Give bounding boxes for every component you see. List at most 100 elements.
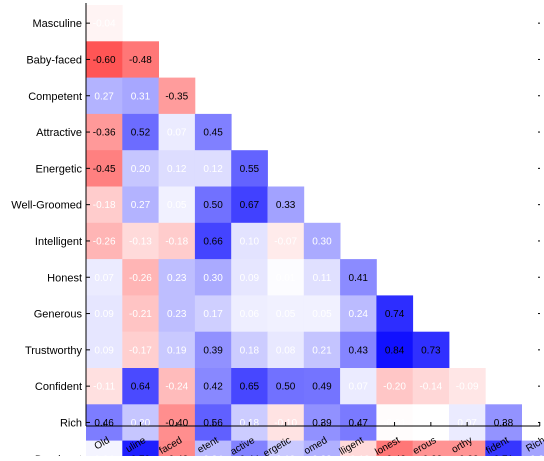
cell-value-label-r8-c2: 0.23 bbox=[167, 309, 187, 320]
cell-value-label-r4-c0: -0.45 bbox=[93, 164, 116, 175]
heatmap-cell-r4-c3 bbox=[194, 150, 232, 187]
cell-value-label-r0-c0: -0.04 bbox=[93, 19, 116, 30]
heatmap-cell-r5-c2 bbox=[158, 186, 196, 224]
heatmap-cell-r8-c3 bbox=[194, 295, 232, 333]
cell-value-label-r5-c5: 0.33 bbox=[276, 200, 296, 211]
cell-value-label-r7-c7: 0.41 bbox=[349, 273, 369, 284]
cell-value-label-r9-c5: 0.08 bbox=[276, 345, 296, 356]
heatmap-cell-r4-c1 bbox=[122, 150, 159, 187]
heatmap-cell-r6-c0 bbox=[86, 222, 123, 260]
heatmap-cell-r4-c2 bbox=[158, 150, 196, 187]
heatmap-cell-r3-c1 bbox=[122, 113, 159, 151]
cell-value-label-r9-c0: 0.09 bbox=[94, 345, 114, 356]
y-tick-label-6: Intelligent bbox=[35, 236, 82, 248]
heatmap-cell-r10-c3 bbox=[194, 368, 232, 405]
cell-value-label-r8-c4: 0.06 bbox=[240, 309, 260, 320]
cell-value-label-r10-c1: 0.64 bbox=[131, 382, 151, 393]
cell-value-label-r10-c4: 0.65 bbox=[240, 382, 260, 393]
heatmap-cell-r5-c5 bbox=[267, 186, 305, 224]
heatmap-cell-r7-c4 bbox=[231, 259, 268, 296]
heatmap-cell-r8-c4 bbox=[231, 295, 268, 333]
heatmap-cell-r3-c0 bbox=[86, 113, 123, 151]
heatmap-cell-r10-c4 bbox=[231, 368, 268, 405]
cell-value-label-r5-c1: 0.27 bbox=[131, 200, 151, 211]
heatmap-cell-r8-c7 bbox=[340, 295, 377, 333]
heatmap-cell-r10-c6 bbox=[303, 368, 341, 405]
cell-value-label-r6-c3: 0.66 bbox=[203, 236, 223, 247]
cell-value-label-r10-c7: 0.07 bbox=[349, 382, 369, 393]
cell-value-label-r10-c0: -0.11 bbox=[93, 382, 115, 393]
y-tick-label-9: Trustworthy bbox=[25, 345, 83, 357]
cell-value-label-r8-c8: 0.74 bbox=[385, 309, 405, 320]
cell-value-label-r6-c1: -0.13 bbox=[129, 236, 152, 247]
cell-value-label-r9-c4: 0.18 bbox=[240, 345, 260, 356]
cell-value-label-r10-c10: -0.09 bbox=[456, 382, 479, 393]
heatmap-cell-r4-c0 bbox=[86, 150, 123, 187]
cell-value-label-r8-c3: 0.17 bbox=[203, 309, 223, 320]
cell-value-label-r3-c2: 0.07 bbox=[167, 128, 187, 139]
cell-value-label-r4-c2: 0.12 bbox=[167, 164, 187, 175]
cell-value-label-r10-c6: 0.49 bbox=[312, 382, 332, 393]
heatmap-cell-r10-c7 bbox=[340, 368, 377, 405]
heatmap-cell-r6-c1 bbox=[122, 222, 159, 260]
heatmap-cell-r9-c0 bbox=[86, 331, 123, 369]
heatmap-cell-r8-c0 bbox=[86, 295, 123, 333]
heatmap-cell-r6-c2 bbox=[158, 222, 196, 260]
cell-value-label-r2-c2: -0.35 bbox=[165, 91, 188, 102]
heatmap-cell-r0-c0 bbox=[86, 5, 123, 42]
y-tick-label-4: Energetic bbox=[36, 163, 83, 175]
heatmap-cell-r9-c7 bbox=[340, 331, 377, 369]
heatmap-cell-r10-c0 bbox=[86, 368, 123, 405]
cell-value-label-r7-c0: 0.07 bbox=[94, 273, 114, 284]
heatmap-cell-r6-c6 bbox=[303, 222, 341, 260]
cell-value-label-r9-c1: -0.17 bbox=[129, 345, 152, 356]
heatmap-cell-r7-c0 bbox=[86, 259, 123, 296]
cell-value-label-r3-c3: 0.45 bbox=[203, 128, 223, 139]
cell-value-label-r4-c4: 0.55 bbox=[240, 164, 260, 175]
heatmap-cell-r5-c4 bbox=[231, 186, 268, 224]
heatmap-cell-r7-c2 bbox=[158, 259, 196, 296]
heatmap-cell-r10-c5 bbox=[267, 368, 305, 405]
y-tick-label-0: Masculine bbox=[32, 18, 82, 30]
y-tick-label-8: Generous bbox=[34, 309, 83, 321]
heatmap-cell-r6-c4 bbox=[231, 222, 268, 260]
heatmap-cell-r8-c6 bbox=[303, 295, 341, 333]
cell-value-label-r7-c2: 0.23 bbox=[167, 273, 187, 284]
heatmap-cell-r10-c9 bbox=[412, 368, 450, 405]
heatmap-cell-r8-c1 bbox=[122, 295, 159, 333]
cell-value-label-r6-c2: -0.18 bbox=[165, 236, 188, 247]
cell-value-label-r10-c9: -0.14 bbox=[419, 382, 442, 393]
heatmap-cell-r9-c5 bbox=[267, 331, 305, 369]
y-tick-label-7: Honest bbox=[47, 272, 82, 284]
heatmap-cell-r9-c1 bbox=[122, 331, 159, 369]
heatmap-cell-r9-c8 bbox=[376, 331, 414, 369]
heatmap-cell-r10-c8 bbox=[376, 368, 414, 405]
cell-value-label-r7-c4: 0.09 bbox=[240, 273, 260, 284]
cell-value-label-r10-c5: 0.50 bbox=[276, 382, 296, 393]
cell-value-label-r7-c5: 0.01 bbox=[276, 273, 296, 284]
cell-value-label-r3-c1: 0.52 bbox=[131, 128, 151, 139]
cell-value-label-r7-c1: -0.26 bbox=[129, 273, 152, 284]
cell-value-label-r6-c4: 0.10 bbox=[240, 236, 260, 247]
y-tick-label-2: Competent bbox=[28, 91, 82, 103]
cell-value-label-r5-c0: -0.18 bbox=[93, 200, 116, 211]
heatmap-cell-r9-c4 bbox=[231, 331, 268, 369]
y-tick-label-5: Well-Groomed bbox=[11, 200, 82, 212]
heatmap-cell-r9-c6 bbox=[303, 331, 341, 369]
cell-value-label-r6-c0: -0.26 bbox=[93, 236, 116, 247]
heatmap-cell-r2-c0 bbox=[86, 77, 123, 115]
cell-value-label-r10-c8: -0.20 bbox=[383, 382, 406, 393]
heatmap-cell-r9-c2 bbox=[158, 331, 196, 369]
heatmap-cell-r2-c2 bbox=[158, 77, 196, 115]
cell-value-label-r9-c9: 0.73 bbox=[421, 345, 441, 356]
cell-value-label-r8-c1: -0.21 bbox=[129, 309, 152, 320]
heatmap-cell-r10-c10 bbox=[449, 368, 486, 405]
heatmap-cell-r1-c1 bbox=[122, 41, 159, 78]
heatmap-cell-r10-c2 bbox=[158, 368, 196, 405]
heatmap-cell-r6-c5 bbox=[267, 222, 305, 260]
heatmap-cell-r9-c3 bbox=[194, 331, 232, 369]
heatmap-cell-r7-c5 bbox=[267, 259, 305, 296]
y-tick-label-1: Baby-faced bbox=[26, 54, 82, 66]
